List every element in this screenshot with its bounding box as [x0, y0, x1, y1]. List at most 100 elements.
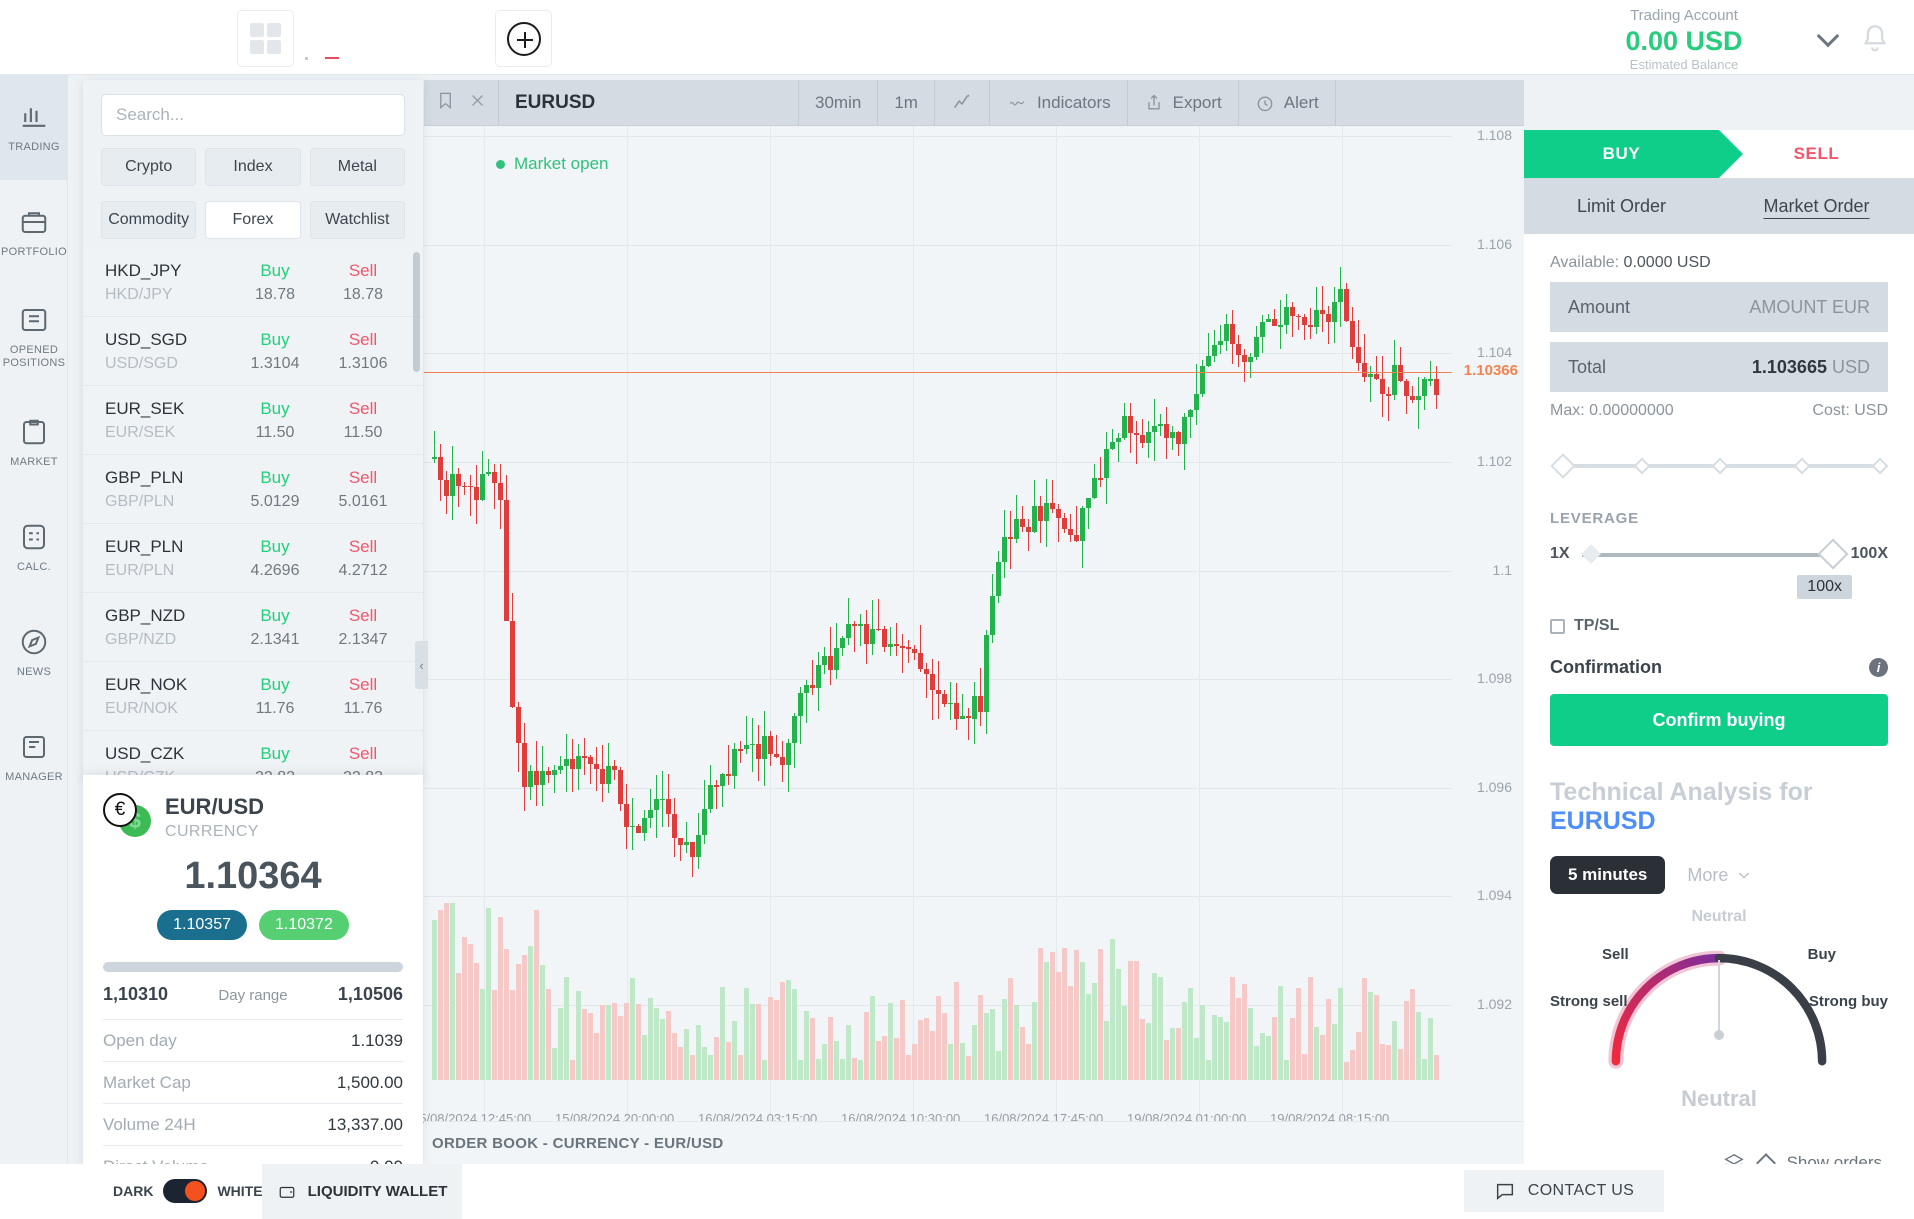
- symbol-row[interactable]: EUR_PLN EUR/PLN Buy 4.2696 Sell 4.2712: [83, 524, 423, 593]
- category-commodity[interactable]: Commodity: [101, 201, 197, 239]
- search-input[interactable]: [101, 94, 405, 136]
- symbol-row[interactable]: EUR_NOK EUR/NOK Buy 11.76 Sell 11.76: [83, 662, 423, 731]
- symbol-buy-cell[interactable]: Buy 1.3104: [231, 327, 319, 376]
- timeframe-1m[interactable]: 1m: [878, 79, 935, 126]
- sidebar-item-opened-positions[interactable]: OPENED POSITIONS: [0, 285, 68, 390]
- volume-bar: [774, 999, 779, 1080]
- add-widget-button[interactable]: [495, 10, 552, 67]
- grid-layout-button[interactable]: [237, 10, 294, 67]
- candle: [876, 598, 881, 632]
- symbol-detail-card: € $ EUR/USD CURRENCY 1.10364 1.10357 1.1…: [83, 775, 423, 1185]
- sidebar-item-calc[interactable]: CALC.: [0, 495, 68, 600]
- chevron-down-icon[interactable]: [1816, 24, 1840, 48]
- info-icon[interactable]: i: [1869, 658, 1888, 677]
- candle: [564, 734, 569, 793]
- symbol-buy-cell[interactable]: Buy 18.78: [231, 258, 319, 307]
- symbol-row[interactable]: GBP_NZD GBP/NZD Buy 2.1341 Sell 2.1347: [83, 593, 423, 662]
- amount-slider-handle[interactable]: [1550, 453, 1576, 479]
- symbol-list-scroll[interactable]: HKD_JPY HKD/JPY Buy 18.78 Sell 18.78 USD_SGD US…: [83, 248, 423, 781]
- symbol-buy-cell[interactable]: Buy 2.1341: [231, 603, 319, 652]
- symbol-row[interactable]: HKD_JPY HKD/JPY Buy 18.78 Sell 18.78: [83, 248, 423, 317]
- export-button[interactable]: Export: [1128, 79, 1239, 126]
- amount-slider-step-100[interactable]: [1871, 457, 1889, 475]
- symbol-buy-cell[interactable]: Buy 4.2696: [231, 534, 319, 583]
- amount-slider[interactable]: [1550, 448, 1889, 484]
- symbol-sell-cell[interactable]: Sell 18.78: [319, 258, 407, 307]
- chart-type-button[interactable]: [935, 79, 990, 126]
- sidebar-item-market[interactable]: MARKET: [0, 390, 68, 495]
- alert-clock-icon: [1257, 96, 1273, 111]
- volume-bar: [696, 1024, 701, 1080]
- symbol-code: HKD_JPY: [105, 260, 182, 280]
- volume-bar: [960, 1042, 965, 1080]
- sidebar-item-trading[interactable]: TRADING: [0, 75, 68, 180]
- symbol-list-scrollbar[interactable]: [413, 252, 420, 372]
- chart-canvas[interactable]: ‹ Market open 1.10366 1.108 1.106 1.104 1.1…: [412, 126, 1524, 1165]
- tpsl-checkbox[interactable]: [1550, 618, 1565, 634]
- trading-account[interactable]: Trading Account 0.00 USD Estimated Balan…: [1569, 6, 1799, 74]
- symbol-sell-cell[interactable]: Sell 11.76: [319, 672, 407, 721]
- category-crypto[interactable]: Crypto: [101, 148, 197, 186]
- sidebar-item-news[interactable]: NEWS: [0, 600, 68, 705]
- category-forex[interactable]: Forex: [205, 201, 301, 239]
- bell-icon[interactable]: [1858, 22, 1892, 56]
- amount-field[interactable]: Amount AMOUNT EUR: [1550, 282, 1888, 332]
- theme-toggle[interactable]: DARK WHITE: [113, 1179, 263, 1203]
- category-metal[interactable]: Metal: [309, 148, 405, 186]
- symbol-sell-cell[interactable]: Sell 5.0161: [319, 465, 407, 514]
- timeframe-30min[interactable]: 30min: [799, 79, 879, 126]
- candle-wick: [896, 623, 897, 657]
- category-watchlist[interactable]: Watchlist: [309, 201, 405, 239]
- volume-bar: [1182, 1002, 1187, 1080]
- liquidity-wallet-button[interactable]: LIQUIDITY WALLET: [262, 1164, 462, 1219]
- symbol-buy-cell[interactable]: Buy 11.50: [231, 396, 319, 445]
- symbol-sell-cell[interactable]: Sell 1.3106: [319, 327, 407, 376]
- confirm-buying-button[interactable]: Confirm buying: [1550, 694, 1888, 746]
- gridline-vertical: [1342, 126, 1343, 1136]
- contact-us-button[interactable]: CONTACT US: [1464, 1170, 1664, 1212]
- symbol-buy-cell[interactable]: Buy 11.76: [231, 672, 319, 721]
- volume-bar: [744, 988, 749, 1080]
- amount-slider-step-50[interactable]: [1711, 457, 1729, 475]
- candle: [1392, 339, 1397, 401]
- ta-more-button[interactable]: More: [1687, 865, 1752, 886]
- candle: [528, 764, 533, 801]
- amount-slider-step-75[interactable]: [1793, 457, 1811, 475]
- chevron-left-icon[interactable]: ‹: [415, 641, 428, 689]
- category-index[interactable]: Index: [205, 148, 301, 186]
- alert-button[interactable]: Alert: [1239, 79, 1336, 126]
- symbol-row[interactable]: USD_SGD USD/SGD Buy 1.3104 Sell 1.3106: [83, 317, 423, 386]
- amount-slider-step-25[interactable]: [1633, 457, 1651, 475]
- detail-stat-row: Volume 24H 13,337.00: [103, 1103, 403, 1145]
- sidebar-item-manager[interactable]: MANAGER: [0, 705, 68, 810]
- symbol-row[interactable]: GBP_PLN GBP/PLN Buy 5.0129 Sell 5.0161: [83, 455, 423, 524]
- tab-market-order[interactable]: Market Order: [1763, 195, 1870, 216]
- tpsl-row[interactable]: TP/SL: [1550, 617, 1888, 635]
- candle: [1296, 313, 1301, 331]
- buy-tab[interactable]: BUY: [1524, 130, 1743, 178]
- sell-tab[interactable]: SELL: [1793, 144, 1840, 163]
- candle-wick: [458, 467, 459, 507]
- symbol-buy-cell[interactable]: Buy 5.0129: [231, 465, 319, 514]
- volume-bar: [672, 1032, 677, 1080]
- max-label: Max: 0.00000000: [1550, 402, 1674, 419]
- bookmark-icon[interactable]: [436, 91, 455, 115]
- symbol-sell-cell[interactable]: Sell 11.50: [319, 396, 407, 445]
- candle: [804, 679, 809, 723]
- candle: [846, 597, 851, 646]
- leverage-slider[interactable]: 1X 100X 100x: [1550, 538, 1888, 599]
- indicators-button[interactable]: Indicators: [990, 79, 1128, 126]
- symbol-sell-cell[interactable]: Sell 2.1347: [319, 603, 407, 652]
- volume-bar: [1092, 983, 1097, 1080]
- theme-switch[interactable]: [163, 1179, 208, 1203]
- tab-limit-order[interactable]: Limit Order: [1576, 195, 1666, 216]
- candle: [636, 824, 641, 833]
- symbol-row[interactable]: EUR_SEK EUR/SEK Buy 11.50 Sell 11.50: [83, 386, 423, 455]
- sidebar-item-portfolio[interactable]: PORTFOLIO: [0, 180, 68, 285]
- leverage-handle-max[interactable]: [1817, 538, 1849, 570]
- symbol-row[interactable]: USD_CZKUSD/CZKBuy22.82Sell22.83: [83, 731, 423, 781]
- symbol-sell-cell[interactable]: Sell 4.2712: [319, 534, 407, 583]
- close-icon[interactable]: [469, 92, 486, 114]
- volume-bar: [1398, 1048, 1403, 1080]
- ta-timeframe-chip[interactable]: 5 minutes: [1550, 856, 1666, 894]
